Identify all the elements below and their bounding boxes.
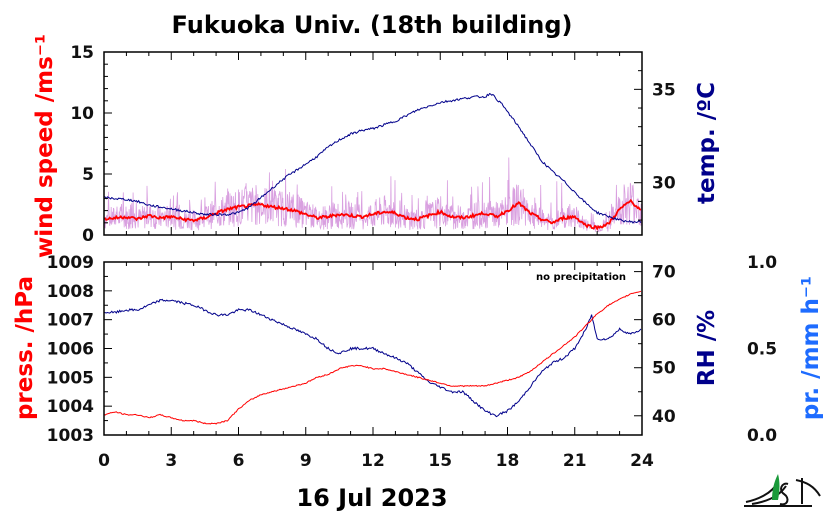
temperature-axis-label: temp. /ºC [694,82,720,204]
x-tick-label: 0 [98,451,110,471]
x-tick-label: 6 [233,451,245,471]
x-tick-label: 21 [563,451,587,471]
bottom-plot-area [103,290,642,425]
bottom-frame [103,261,643,436]
wind-speed-mean-line [103,198,642,231]
rh-line [104,298,642,418]
bottom-axis-ticks: 0 3 6 9 12 15 18 21 24 1003 1004 1005 1006 1007 1008 10… [47,253,676,471]
temp-y-tick-label: 30 [652,174,676,194]
x-tick-label: 12 [361,451,385,471]
x-tick-label: 15 [428,451,452,471]
bottom-panel: 0 3 6 9 12 15 18 21 24 1003 1004 1005 1006 1007 1008 10… [12,253,824,471]
date-label: 16 Jul 2023 [296,484,447,512]
pressure-axis-label: press. /hPa [12,276,38,420]
precip-y-tick-label: 0.5 [747,340,777,360]
precip-axis-ticks: 0.0 0.5 1.0 [747,253,777,446]
top-axis-ticks: 0 5 10 15 30 35 [70,43,676,246]
rh-y-tick-label: 70 [652,263,676,283]
pressure-line [103,290,642,425]
institution-logo [744,474,821,507]
wind-y-tick-label: 15 [70,43,94,63]
wind-speed-raw-line [103,157,643,233]
pressure-y-tick-label: 1005 [47,368,94,388]
wind-y-tick-label: 10 [70,104,94,124]
top-panel: 0 5 10 15 30 35 wind speed /ms⁻¹ temp. /ºC [32,34,720,258]
wind-speed-axis-label: wind speed /ms⁻¹ [32,34,58,258]
chart-title: Fukuoka Univ. (18th building) [172,11,573,39]
x-tick-label: 18 [496,451,520,471]
pressure-y-tick-label: 1007 [47,311,94,331]
rh-y-tick-label: 40 [652,407,676,427]
rh-y-tick-label: 50 [652,359,676,379]
pressure-y-tick-label: 1006 [47,340,94,360]
temp-y-tick-label: 35 [652,80,676,100]
pressure-y-tick-label: 1009 [47,253,94,273]
wind-y-tick-label: 0 [82,226,94,246]
wind-y-tick-label: 5 [82,165,94,185]
x-tick-label: 9 [300,451,312,471]
precip-axis-label: pr. /mm h⁻¹ [798,276,824,420]
precip-y-tick-label: 1.0 [747,253,777,273]
pressure-y-tick-label: 1008 [47,282,94,302]
top-plot-area [103,92,643,233]
no-precipitation-note: no precipitation [536,272,626,283]
rh-axis-label: RH /% [694,310,720,386]
rh-y-tick-label: 60 [652,311,676,331]
x-tick-label: 3 [165,451,177,471]
pressure-y-tick-label: 1003 [47,426,94,446]
temperature-line [103,92,642,224]
precip-y-tick-label: 0.0 [747,426,777,446]
pressure-y-tick-label: 1004 [47,397,94,417]
x-tick-label: 24 [630,451,654,471]
